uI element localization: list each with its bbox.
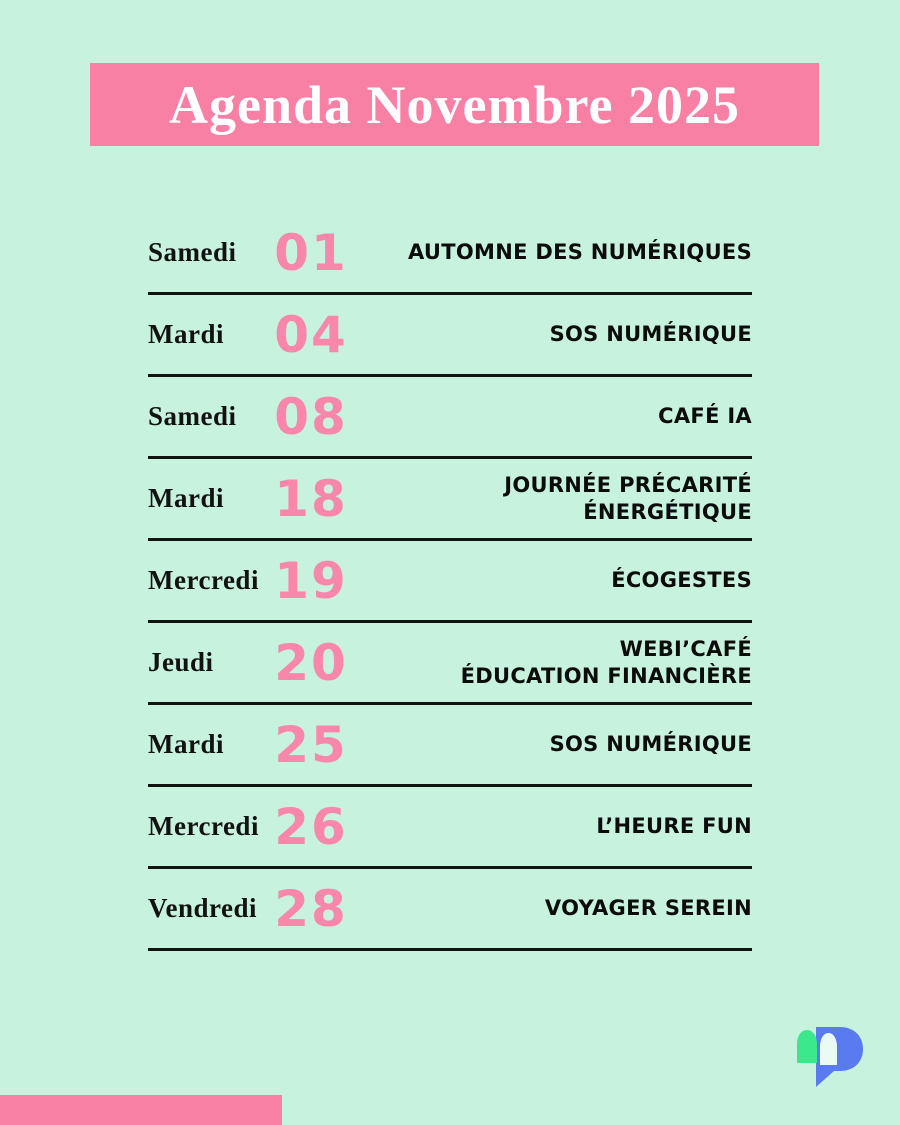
day-label: Mardi: [148, 483, 224, 513]
date-number: 18: [274, 469, 348, 528]
agenda-row: Samedi 01 AUTOMNE DES NUMÉRIQUES: [148, 213, 752, 295]
day-label: Samedi: [148, 401, 237, 431]
bottom-accent-bar: [0, 1095, 282, 1125]
date-number: 26: [274, 797, 348, 856]
agenda-row: Mardi 25 SOS NUMÉRIQUE: [148, 705, 752, 787]
brand-logo: [794, 1017, 872, 1093]
date-number: 08: [274, 387, 348, 446]
date-number: 28: [274, 879, 348, 938]
agenda-row: Vendredi 28 VOYAGER SEREIN: [148, 869, 752, 951]
day-label: Jeudi: [148, 647, 214, 677]
agenda-row: Samedi 08 CAFÉ IA: [148, 377, 752, 459]
date-number: 20: [274, 633, 348, 692]
agenda-row: Jeudi 20 WEBI’CAFÉ ÉDUCATION FINANCIÈRE: [148, 623, 752, 705]
event-title: SOS NUMÉRIQUE: [549, 732, 752, 756]
event-title: AUTOMNE DES NUMÉRIQUES: [407, 240, 752, 264]
event-title: VOYAGER SEREIN: [544, 896, 752, 920]
logo-arch-cutout: [820, 1033, 837, 1065]
date-number: 25: [274, 715, 348, 774]
date-number: 04: [274, 305, 348, 364]
logo-arch-green: [797, 1030, 817, 1063]
agenda-row: Mercredi 19 ÉCOGESTES: [148, 541, 752, 623]
page-title: Agenda Novembre 2025: [169, 74, 740, 135]
agenda-row: Mardi 18 JOURNÉE PRÉCARITÉ ÉNERGÉTIQUE: [148, 459, 752, 541]
event-title: L’HEURE FUN: [596, 814, 752, 838]
event-title: ÉCOGESTES: [611, 568, 752, 592]
day-label: Samedi: [148, 237, 237, 267]
event-title: SOS NUMÉRIQUE: [549, 322, 752, 346]
event-title: WEBI’CAFÉ ÉDUCATION FINANCIÈRE: [460, 636, 752, 688]
day-label: Mercredi: [148, 565, 259, 595]
speech-bubble-p-icon: [797, 1027, 863, 1087]
day-label: Mardi: [148, 729, 224, 759]
agenda-table: Samedi 01 AUTOMNE DES NUMÉRIQUES Mardi 0…: [148, 213, 752, 951]
day-label: Mardi: [148, 319, 224, 349]
agenda-row: Mardi 04 SOS NUMÉRIQUE: [148, 295, 752, 377]
date-number: 19: [274, 551, 348, 610]
date-number: 01: [274, 223, 348, 282]
agenda-row: Mercredi 26 L’HEURE FUN: [148, 787, 752, 869]
day-label: Mercredi: [148, 811, 259, 841]
event-title: JOURNÉE PRÉCARITÉ ÉNERGÉTIQUE: [504, 472, 752, 524]
event-title: CAFÉ IA: [658, 404, 752, 428]
day-label: Vendredi: [148, 893, 258, 923]
title-banner: Agenda Novembre 2025: [90, 63, 819, 146]
